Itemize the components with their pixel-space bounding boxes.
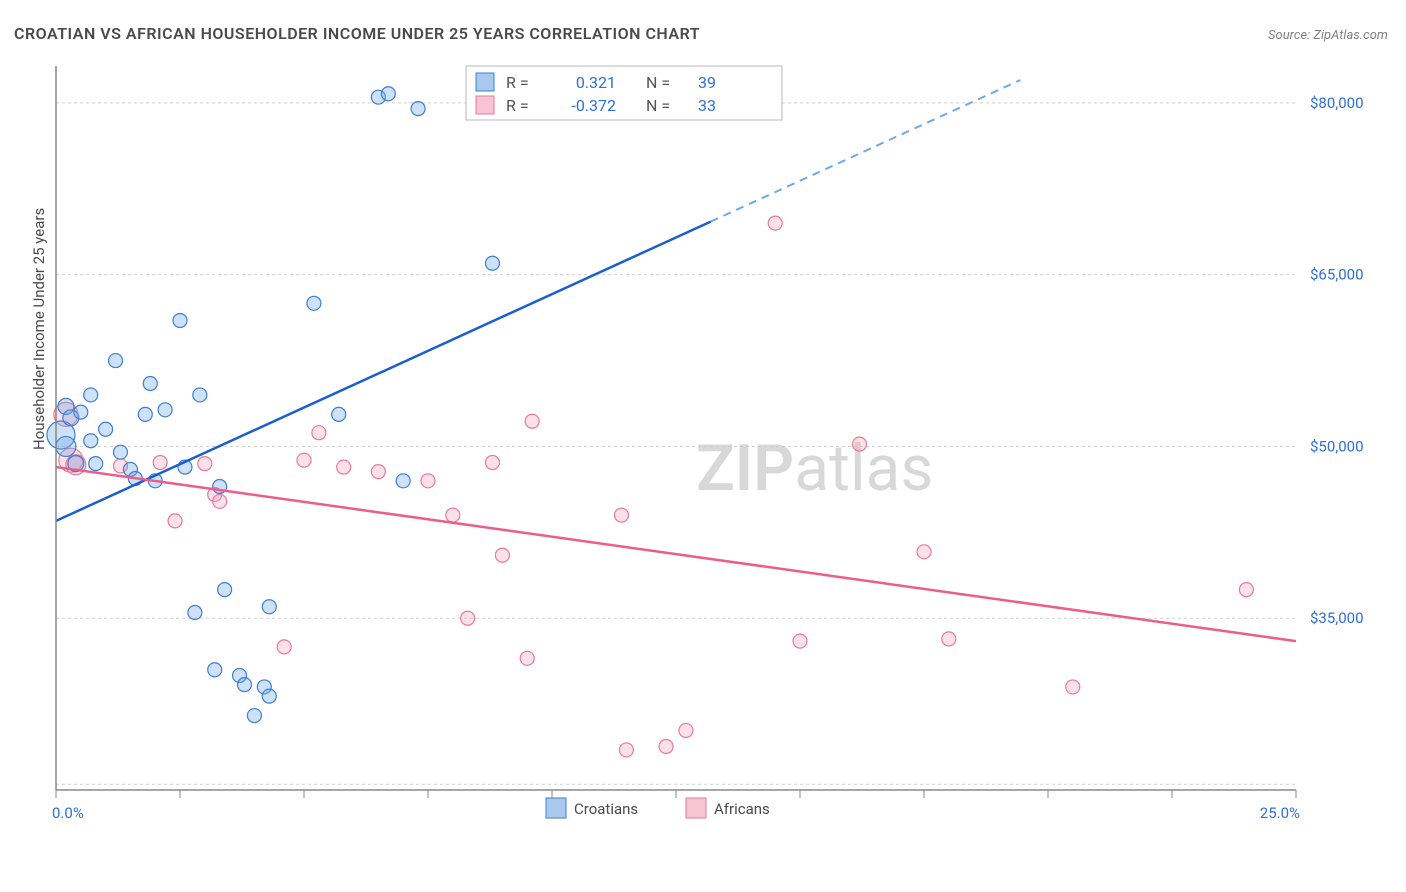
x-tick-label: 25.0%	[1260, 804, 1300, 822]
y-tick-label: $50,000	[1310, 437, 1364, 455]
data-point-blue	[173, 313, 187, 327]
data-point-blue	[332, 407, 346, 421]
data-point-pink	[525, 414, 539, 428]
trend-line-pink	[56, 467, 1296, 641]
data-point-pink	[679, 723, 693, 737]
watermark: ZIPatlas	[696, 431, 933, 506]
data-point-pink	[461, 611, 475, 625]
data-point-blue	[99, 422, 113, 436]
data-point-pink	[495, 548, 509, 562]
data-point-blue	[485, 256, 499, 270]
data-point-blue	[143, 376, 157, 390]
stat-n-label: N =	[646, 96, 670, 115]
data-point-pink	[421, 474, 435, 488]
legend-label-blue: Croatians	[574, 800, 638, 818]
data-point-blue	[237, 678, 251, 692]
data-point-pink	[793, 634, 807, 648]
data-point-pink	[619, 743, 633, 757]
data-point-blue	[113, 445, 127, 459]
data-point-blue	[208, 663, 222, 677]
x-tick-label: 0.0%	[52, 804, 84, 822]
data-point-pink	[659, 739, 673, 753]
data-point-pink	[168, 514, 182, 528]
data-point-pink	[337, 460, 351, 474]
data-point-blue	[84, 434, 98, 448]
data-point-blue	[218, 583, 232, 597]
plot-area: ZIPatlas0.0%25.0%$35,000$50,000$65,000$8…	[56, 60, 1296, 820]
data-point-blue	[158, 403, 172, 417]
legend-swatch-blue-icon	[546, 798, 566, 818]
y-axis-label: Householder Income Under 25 years	[30, 208, 48, 450]
data-point-pink	[1066, 680, 1080, 694]
data-point-pink	[917, 545, 931, 559]
swatch-pink-icon	[476, 96, 494, 114]
data-point-blue	[56, 436, 76, 456]
data-point-pink	[198, 457, 212, 471]
chart-title: CROATIAN VS AFRICAN HOUSEHOLDER INCOME U…	[14, 24, 700, 43]
source-label: Source: ZipAtlas.com	[1268, 28, 1388, 43]
data-point-pink	[371, 465, 385, 479]
data-point-pink	[213, 494, 227, 508]
data-point-blue	[188, 606, 202, 620]
data-point-pink	[297, 453, 311, 467]
legend-label-pink: Africans	[714, 800, 770, 818]
stat-r-value: 0.321	[576, 73, 616, 92]
data-point-blue	[89, 457, 103, 471]
stat-r-label: R =	[506, 96, 529, 115]
data-point-pink	[153, 455, 167, 469]
data-point-blue	[307, 296, 321, 310]
data-point-blue	[247, 709, 261, 723]
data-point-blue	[109, 354, 123, 368]
data-point-blue	[262, 600, 276, 614]
stat-r-label: R =	[506, 73, 529, 92]
data-point-blue	[138, 407, 152, 421]
data-point-pink	[277, 640, 291, 654]
data-point-pink	[614, 508, 628, 522]
data-point-pink	[942, 632, 956, 646]
data-point-pink	[520, 651, 534, 665]
data-point-blue	[193, 388, 207, 402]
data-point-blue	[396, 474, 410, 488]
data-point-pink	[768, 216, 782, 230]
data-point-pink	[853, 437, 867, 451]
data-point-pink	[1239, 583, 1253, 597]
stat-n-value: 33	[698, 96, 716, 115]
swatch-blue-icon	[476, 73, 494, 91]
data-point-blue	[84, 388, 98, 402]
data-point-pink	[312, 426, 326, 440]
chart-container: CROATIAN VS AFRICAN HOUSEHOLDER INCOME U…	[0, 0, 1406, 892]
stat-n-label: N =	[646, 73, 670, 92]
stat-r-value: -0.372	[571, 96, 616, 115]
data-point-blue	[411, 102, 425, 116]
stat-n-value: 39	[698, 73, 716, 92]
y-tick-label: $35,000	[1310, 609, 1364, 627]
data-point-blue	[262, 689, 276, 703]
legend-swatch-pink-icon	[686, 798, 706, 818]
y-tick-label: $80,000	[1310, 94, 1364, 112]
chart-svg: ZIPatlas0.0%25.0%$35,000$50,000$65,000$8…	[56, 60, 1296, 820]
data-point-pink	[485, 455, 499, 469]
y-tick-label: $65,000	[1310, 266, 1364, 284]
data-point-blue	[381, 87, 395, 101]
data-point-blue	[74, 405, 88, 419]
data-point-pink	[446, 508, 460, 522]
